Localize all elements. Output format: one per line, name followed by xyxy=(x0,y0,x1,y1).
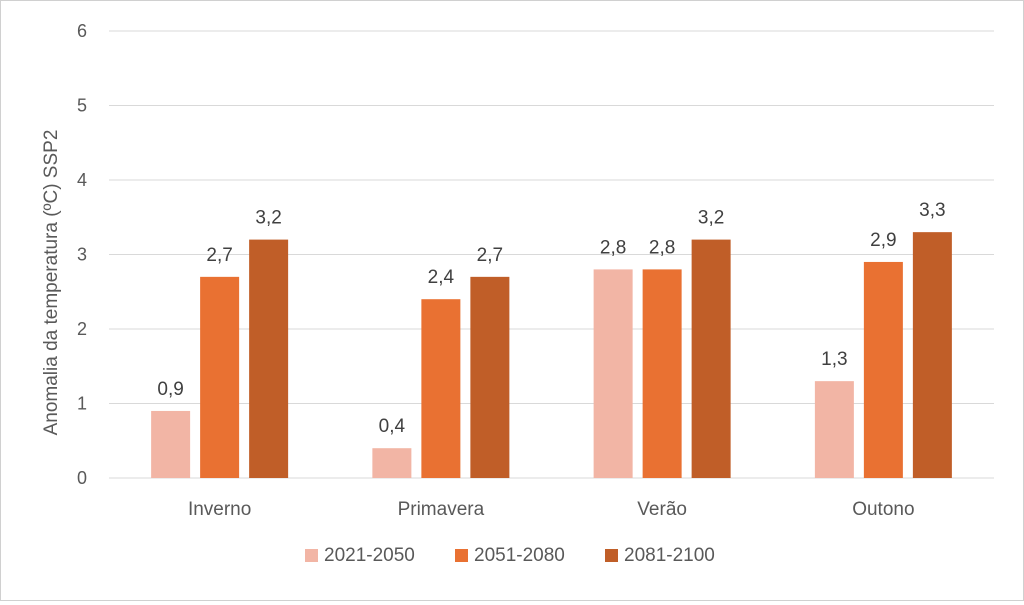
bar xyxy=(249,239,289,478)
legend-swatch xyxy=(455,549,468,562)
bar xyxy=(863,261,903,478)
y-tick-label: 2 xyxy=(77,319,87,339)
data-label: 2,7 xyxy=(477,245,503,266)
legend: 2021-2050 2051-2080 2081-2100 xyxy=(305,545,715,566)
x-axis-categories: Inverno Primavera Verão Outono xyxy=(188,499,915,520)
data-label: 2,7 xyxy=(206,245,232,266)
data-label: 0,4 xyxy=(379,416,406,437)
y-axis-ticks: 0 1 2 3 4 5 6 xyxy=(77,21,87,488)
y-tick-label: 6 xyxy=(77,21,87,41)
bar xyxy=(151,410,191,478)
data-label: 1,3 xyxy=(821,349,847,370)
legend-label: 2021-2050 xyxy=(324,545,415,566)
data-label: 3,2 xyxy=(255,208,281,229)
y-tick-label: 4 xyxy=(77,170,87,190)
x-category-label: Outono xyxy=(852,499,914,520)
bar xyxy=(421,299,461,478)
legend-label: 2051-2080 xyxy=(474,545,565,566)
bar xyxy=(200,276,240,478)
legend-label: 2081-2100 xyxy=(624,545,715,566)
bars xyxy=(151,232,952,478)
y-tick-label: 5 xyxy=(77,96,87,116)
y-tick-label: 1 xyxy=(77,394,87,414)
data-label: 3,2 xyxy=(698,208,724,229)
data-label: 3,3 xyxy=(919,200,945,221)
bar xyxy=(372,448,412,478)
bar xyxy=(470,276,510,478)
legend-swatch xyxy=(605,549,618,562)
bar xyxy=(593,269,633,478)
data-label: 2,9 xyxy=(870,230,896,251)
bar xyxy=(691,239,731,478)
legend-swatch xyxy=(305,549,318,562)
bar xyxy=(912,232,952,478)
x-category-label: Verão xyxy=(637,499,687,520)
y-axis-title: Anomalia da temperatura (ºC) SSP2 xyxy=(41,130,62,436)
x-category-label: Primavera xyxy=(398,499,485,520)
data-label: 0,9 xyxy=(157,379,183,400)
bar xyxy=(814,381,854,478)
gridlines xyxy=(109,30,994,479)
y-tick-label: 0 xyxy=(77,468,87,488)
data-label: 2,4 xyxy=(428,267,455,288)
data-labels: 0,9 2,7 3,2 0,4 2,4 2,7 2,8 2,8 3,2 1,3 2,9 3,3 xyxy=(157,200,945,437)
data-label: 2,8 xyxy=(649,237,675,258)
bar xyxy=(642,269,682,478)
x-category-label: Inverno xyxy=(188,499,251,520)
data-label: 2,8 xyxy=(600,237,626,258)
y-tick-label: 3 xyxy=(77,245,87,265)
